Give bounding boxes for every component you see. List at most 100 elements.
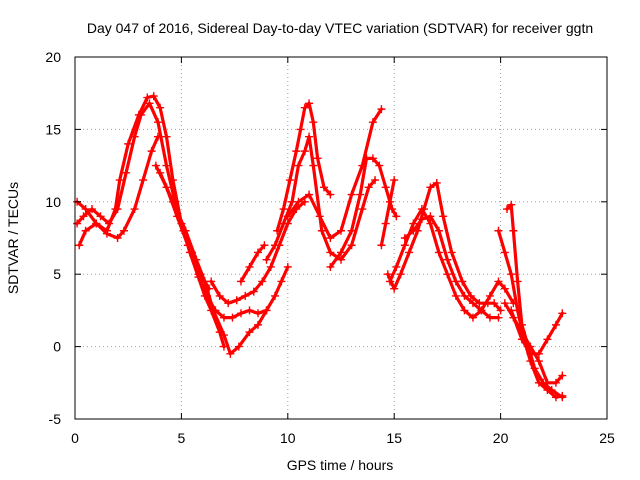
data-point-marker: [358, 205, 367, 214]
series-arc-13: [383, 178, 505, 315]
data-point-marker: [377, 241, 386, 250]
series-line: [386, 181, 503, 312]
data-point-marker: [426, 212, 435, 221]
series-line: [379, 178, 396, 247]
data-point-marker: [305, 132, 314, 141]
series-line: [209, 200, 307, 305]
data-point-marker: [426, 183, 435, 192]
data-point-marker: [543, 378, 552, 387]
data-point-marker: [396, 270, 405, 279]
data-point-marker: [294, 161, 303, 170]
data-point-marker: [283, 262, 292, 271]
data-point-marker: [236, 309, 245, 318]
data-point-marker: [305, 99, 314, 108]
data-series: [73, 92, 567, 402]
series-arc-12: [377, 176, 399, 250]
data-point-marker: [232, 296, 241, 305]
data-point-marker: [124, 139, 133, 148]
data-point-marker: [279, 205, 288, 214]
data-point-marker: [292, 147, 301, 156]
data-point-marker: [392, 262, 401, 271]
series-arc-10: [283, 105, 386, 242]
series-line: [158, 171, 290, 356]
data-point-marker: [262, 306, 271, 315]
series-line: [75, 94, 226, 349]
data-point-marker: [219, 313, 228, 322]
data-point-marker: [285, 176, 294, 185]
data-point-marker: [326, 248, 335, 257]
data-point-marker: [245, 306, 254, 315]
data-point-marker: [400, 234, 409, 242]
data-point-marker: [234, 342, 243, 351]
data-point-marker: [249, 287, 258, 296]
data-point-marker: [130, 205, 139, 214]
data-point-marker: [113, 205, 122, 214]
data-point-marker: [75, 241, 84, 250]
data-point-marker: [215, 291, 224, 300]
data-point-marker: [547, 386, 556, 395]
data-point-marker: [73, 219, 82, 228]
data-point-marker: [294, 197, 303, 206]
data-point-marker: [405, 248, 414, 257]
data-point-marker: [368, 118, 377, 127]
data-point-marker: [485, 313, 494, 322]
data-point-marker: [313, 154, 322, 163]
axis-ticks: [74, 56, 608, 420]
data-point-marker: [534, 349, 543, 358]
data-point-marker: [451, 277, 460, 286]
y-tick-label: 10: [45, 194, 61, 210]
data-point-marker: [326, 190, 335, 199]
data-point-marker: [105, 219, 114, 228]
data-point-marker: [337, 255, 345, 264]
data-point-marker: [273, 226, 282, 235]
data-point-marker: [168, 197, 177, 206]
data-point-marker: [254, 309, 263, 318]
data-point-marker: [447, 248, 456, 257]
data-point-marker: [500, 248, 509, 257]
data-point-marker: [153, 132, 162, 141]
data-point-marker: [326, 234, 335, 242]
data-point-marker: [266, 262, 275, 271]
data-point-marker: [130, 132, 139, 141]
data-point-marker: [337, 248, 345, 257]
y-tick-label: 5: [53, 266, 61, 282]
x-tick-label: 0: [71, 430, 79, 446]
series-arc-16: [494, 226, 567, 402]
data-point-marker: [432, 178, 441, 187]
data-point-marker: [226, 349, 235, 358]
data-point-marker: [139, 176, 148, 185]
data-point-marker: [296, 125, 305, 134]
data-point-marker: [277, 277, 286, 286]
data-point-marker: [271, 291, 280, 300]
series-arc-8: [262, 132, 380, 264]
data-point-marker: [409, 219, 418, 228]
data-point-marker: [162, 161, 171, 170]
data-point-marker: [207, 277, 216, 286]
data-point-marker: [502, 205, 511, 214]
data-point-marker: [390, 176, 399, 185]
x-tick-labels: 0 5 10 15 20 25: [71, 430, 615, 446]
x-tick-label: 10: [280, 430, 296, 446]
x-tick-label: 20: [493, 430, 509, 446]
y-tick-label: 20: [45, 49, 61, 65]
data-point-marker: [181, 226, 190, 235]
data-point-marker: [543, 335, 552, 344]
y-tick-label: 0: [53, 339, 61, 355]
data-point-marker: [500, 284, 509, 293]
data-point-marker: [485, 291, 494, 300]
data-point-marker: [417, 215, 426, 224]
data-point-marker: [460, 306, 469, 315]
data-point-marker: [383, 270, 392, 279]
data-point-marker: [326, 262, 335, 271]
data-point-marker: [241, 291, 250, 300]
data-point-marker: [468, 299, 477, 308]
series-line: [77, 135, 160, 247]
data-point-marker: [254, 248, 263, 257]
data-point-marker: [300, 147, 309, 156]
data-point-marker: [526, 349, 535, 358]
plot-frame: [74, 56, 608, 420]
data-point-marker: [224, 299, 233, 308]
data-point-marker: [337, 226, 345, 235]
data-point-marker: [305, 190, 314, 199]
